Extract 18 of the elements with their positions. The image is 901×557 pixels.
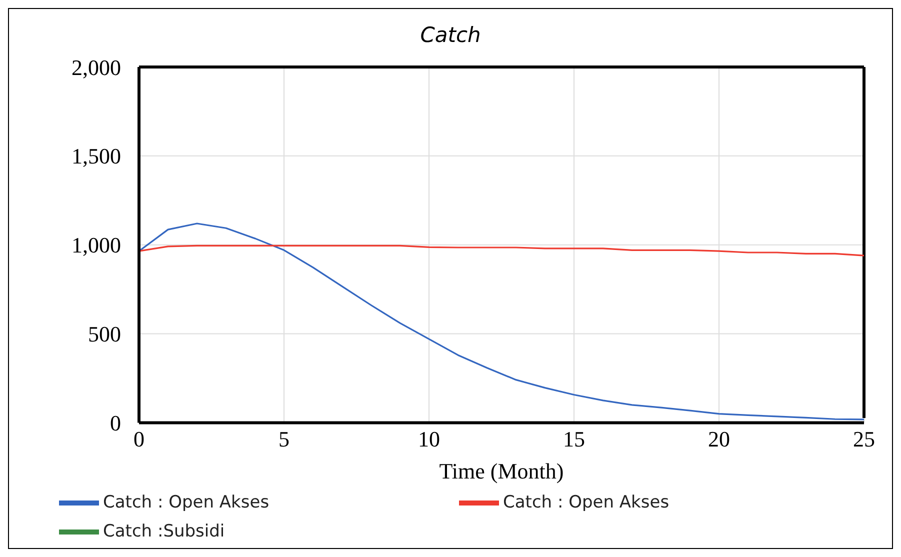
y-tick-label: 500 bbox=[88, 322, 121, 347]
line-series bbox=[139, 244, 864, 256]
legend-label: Catch : Open Akses bbox=[103, 492, 270, 512]
x-tick-label: 10 bbox=[418, 426, 440, 452]
x-tick-label: 25 bbox=[853, 426, 875, 452]
y-tick-label: 1,500 bbox=[72, 144, 121, 169]
y-tick-label: 1,000 bbox=[72, 232, 121, 258]
legend-label: Catch : Open Akses bbox=[503, 492, 670, 512]
x-tick-label: 0 bbox=[134, 426, 144, 452]
x-axis-title: Time (Month) bbox=[439, 458, 564, 484]
x-tick-label: 20 bbox=[708, 426, 730, 452]
x-tick-label: 5 bbox=[278, 426, 290, 452]
y-tick-label: 2,000 bbox=[72, 54, 121, 80]
line-series bbox=[139, 222, 864, 420]
y-tick-label: 0 bbox=[110, 410, 121, 436]
legend-label: Catch :Subsidi bbox=[103, 522, 225, 542]
x-tick-label: 15 bbox=[563, 426, 585, 452]
chart-title: Catch bbox=[419, 23, 482, 49]
